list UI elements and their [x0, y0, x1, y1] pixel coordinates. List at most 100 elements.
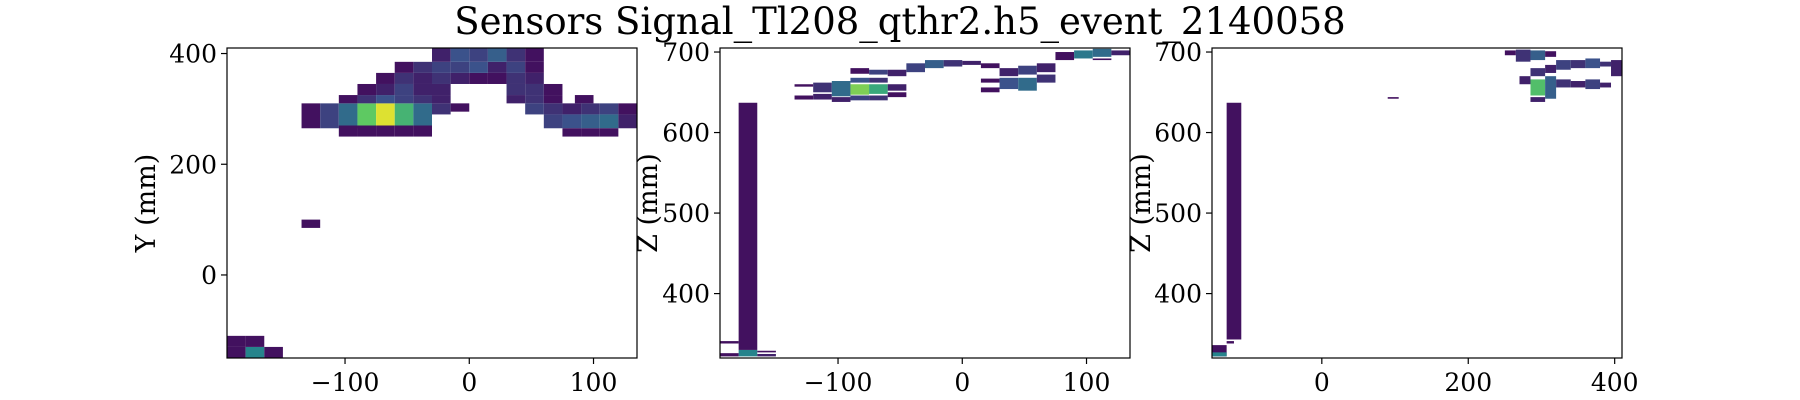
heatmap-cell	[850, 95, 870, 101]
heatmap-cell	[1074, 50, 1093, 59]
heatmap-cell	[450, 72, 470, 84]
figure-title: Sensors Signal_Tl208_qthr2.h5_event_2140…	[454, 0, 1345, 44]
heatmap-cell	[1570, 60, 1586, 69]
y-tick-label: 500	[662, 199, 710, 228]
heatmap-cell	[1036, 63, 1056, 73]
heatmap-cell	[562, 128, 582, 137]
y-tick-label: 200	[169, 150, 217, 179]
heatmap-cell	[413, 95, 432, 104]
heatmap-cell	[525, 72, 544, 84]
heatmap-cells	[1212, 49, 1622, 357]
heatmap-cell	[925, 60, 944, 69]
heatmap-cell	[432, 61, 451, 73]
y-tick-label: 700	[662, 38, 710, 67]
heatmap-cell	[1018, 77, 1037, 91]
heatmap-cell	[376, 72, 395, 84]
heatmap-cell	[394, 95, 414, 104]
heatmap-cell	[943, 60, 963, 67]
heatmap-cell	[1545, 51, 1557, 57]
heatmap-cell	[869, 77, 888, 83]
heatmap-cell	[525, 83, 544, 96]
heatmap-cell	[831, 81, 851, 97]
heatmap-cell	[1545, 76, 1557, 99]
heatmap-cells	[720, 48, 1130, 357]
x-tick-label: −100	[311, 368, 380, 397]
heatmap-cell	[980, 87, 1000, 93]
heatmap-cell	[581, 103, 600, 115]
heatmap-cell	[487, 61, 507, 73]
heatmap-cell	[376, 95, 395, 104]
heatmap-cell	[1504, 50, 1516, 56]
heatmap-cell	[1092, 48, 1112, 57]
heatmap-cell	[506, 72, 526, 84]
heatmap-cell	[1611, 60, 1622, 77]
heatmap-cell	[562, 103, 582, 115]
x-ticks: −100 0 100	[311, 358, 617, 397]
heatmap-cell	[543, 95, 563, 104]
heatmap-cell	[850, 84, 870, 95]
heatmap-cell	[1212, 345, 1227, 357]
x-tick-label: −100	[804, 368, 873, 397]
heatmap-cell	[1530, 68, 1546, 77]
heatmap-cell	[338, 95, 358, 104]
y-axis-label: Z (mm)	[1126, 153, 1157, 253]
y-tick-label: 700	[1154, 38, 1202, 67]
x-tick-label: 200	[1444, 368, 1492, 397]
heatmap-cell	[450, 61, 470, 73]
x-tick-label: 400	[1591, 368, 1639, 397]
heatmap-cell	[1545, 64, 1557, 73]
heatmap-cell	[487, 48, 507, 62]
heatmap-cell	[506, 61, 526, 73]
heatmap-cell	[543, 83, 563, 96]
heatmap-cell	[357, 125, 377, 137]
heatmap-cell	[599, 103, 619, 115]
heatmap-cell	[543, 103, 563, 115]
heatmap-cell	[264, 346, 283, 358]
heatmap-cell	[394, 72, 414, 84]
y-axis-label: Z (mm)	[633, 153, 664, 253]
heatmap-cell	[394, 83, 414, 96]
heatmap-cell	[1055, 52, 1075, 61]
heatmap-cell	[757, 353, 776, 357]
heatmap-cell	[794, 95, 814, 100]
heatmap-cell	[980, 63, 1000, 69]
heatmap-cell	[394, 125, 414, 137]
heatmap-cell	[432, 48, 451, 62]
heatmap-cell	[227, 335, 246, 347]
heatmap-cell	[525, 95, 544, 104]
heatmap-cell	[413, 61, 432, 73]
x-tick-label: 0	[1314, 368, 1330, 397]
heatmap-cell	[432, 72, 451, 84]
heatmap-cell	[469, 48, 488, 62]
heatmap-cell	[999, 77, 1019, 90]
heatmap-cell	[413, 72, 432, 84]
heatmap-cell	[1530, 79, 1546, 96]
heatmap-cell	[574, 95, 594, 104]
heatmap-cell	[599, 114, 619, 129]
heatmap-cell	[506, 48, 526, 62]
heatmap-cell	[794, 84, 814, 87]
heatmap-cell	[831, 97, 851, 102]
heatmap-cell	[1519, 76, 1531, 85]
y-tick-label: 400	[169, 40, 217, 69]
heatmap-cell	[1092, 58, 1112, 61]
heatmap-cell	[720, 341, 739, 344]
heatmap-cell	[1556, 79, 1571, 88]
heatmap-cell	[432, 103, 451, 115]
heatmap-cell	[357, 95, 377, 104]
heatmap-cell	[301, 219, 321, 228]
heatmap-cell	[720, 353, 739, 357]
heatmap-cell	[245, 346, 265, 358]
heatmap-cell	[757, 350, 776, 353]
heatmap-cell	[469, 61, 488, 73]
heatmap-cell	[376, 83, 395, 96]
heatmap-cell	[906, 63, 925, 73]
heatmap-cell	[1111, 50, 1130, 56]
heatmap-cell	[1600, 61, 1612, 67]
heatmap-cell	[1530, 50, 1546, 61]
heatmap-cell	[338, 103, 358, 129]
heatmap-cells	[227, 48, 637, 358]
heatmap-cell	[506, 83, 526, 96]
heatmap-cell	[487, 72, 507, 84]
